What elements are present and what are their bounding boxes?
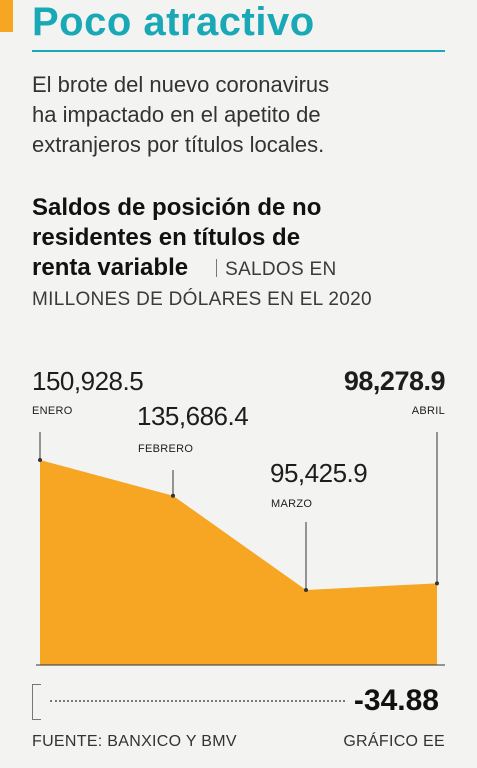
category-label: MARZO [271,498,312,510]
chart-title: Saldos de posición de no residentes en t… [32,193,462,253]
heading-separator [216,259,218,277]
summary-bracket [32,684,41,720]
lede-line-2: ha impactado en el apetito de [32,102,321,127]
category-label: ENERO [32,405,73,417]
data-point [171,493,175,498]
data-value-label: 95,425.9 [270,458,367,488]
unit-line-2: MILLONES DE DÓLARES EN EL 2020 [32,289,372,310]
chart-title-last: renta variable [32,254,189,281]
chart-title-line-3: renta variable SALDOS EN [32,253,462,285]
lede-text: El brote del nuevo coronavirus ha impact… [32,70,452,160]
data-value-label: 150,928.5 [32,366,143,396]
chart-title-line-1: Saldos de posición de no [32,194,322,221]
data-value-label: 135,686.4 [137,401,248,431]
unit-line-1: SALDOS EN [225,259,337,280]
area-fill [40,460,437,665]
data-value-label: 98,278.9 [344,366,446,396]
chart-heading: Saldos de posición de no residentes en t… [32,193,462,315]
category-label: ABRIL [412,405,445,417]
data-point [435,581,439,586]
category-label: FEBRERO [138,443,193,455]
chart-title-line-2: residentes en títulos de [32,224,301,251]
footer-credit: GRÁFICO EE [343,733,445,750]
accent-bar [0,0,13,32]
footer-source: FUENTE: BANXICO Y BMV [32,733,237,750]
summary-dotted-line [50,700,345,702]
footer: FUENTE: BANXICO Y BMV GRÁFICO EE [32,733,445,751]
lede-line-1: El brote del nuevo coronavirus [32,72,330,97]
area-chart: 150,928.5 ENERO 135,686.4 FEBRERO 95,425.9 MA… [32,366,446,666]
data-point [38,458,42,462]
data-point [304,588,308,592]
title-divider [32,50,445,52]
page-title: Poco atractivo [32,0,315,44]
change-value: -34.88 [353,684,439,717]
summary-bar: -34.88 [32,684,445,720]
lede-line-3: extranjeros por títulos locales. [32,132,325,157]
